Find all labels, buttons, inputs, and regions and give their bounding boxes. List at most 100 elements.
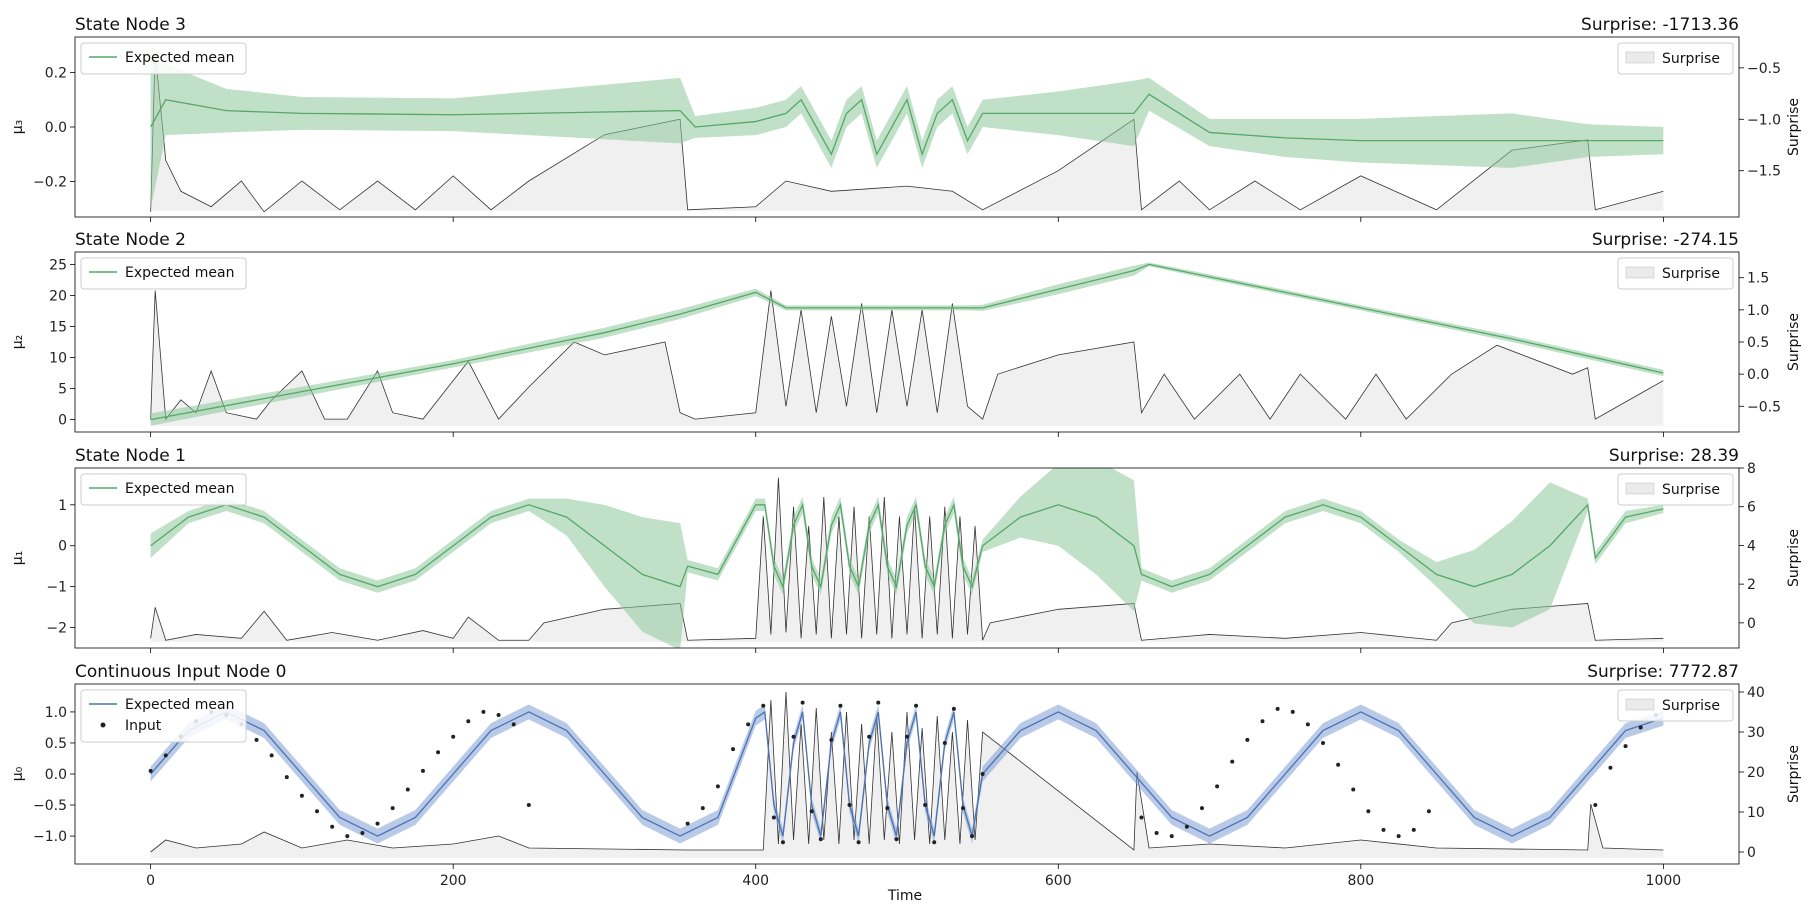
- y-right-tick-label: −0.5: [1747, 61, 1781, 77]
- input-point: [1623, 744, 1628, 749]
- y-right-tick-label: 40: [1747, 685, 1765, 701]
- y-tick-label: 10: [49, 351, 67, 367]
- axes-frame: [74, 467, 1740, 649]
- input-point: [299, 793, 304, 798]
- input-point: [847, 803, 852, 808]
- input-point: [951, 706, 956, 711]
- panel-3: 0 200 400 600 800 10001.00.50.0−0.5−1.0403020…: [10, 662, 1802, 889]
- panel-surprise-total: Surprise: -1713.36: [1581, 15, 1739, 35]
- y-right-tick-label: 8: [1747, 461, 1756, 477]
- y-axis-label: μ₃: [10, 120, 26, 135]
- x-tick-label: 400: [742, 873, 769, 889]
- y-tick-label: 25: [49, 257, 67, 273]
- input-point: [1321, 740, 1325, 745]
- input-point: [1305, 722, 1310, 727]
- input-point: [375, 821, 380, 826]
- input-point: [390, 806, 395, 811]
- input-point: [731, 747, 736, 752]
- y-tick-label: 15: [49, 319, 67, 335]
- input-point: [1396, 834, 1401, 839]
- x-tick-label: 1000: [1646, 873, 1682, 889]
- y-tick-label: 5: [58, 382, 67, 398]
- input-point: [1184, 824, 1189, 829]
- y-right-tick-label: −0.5: [1747, 399, 1781, 415]
- legend-label: Surprise: [1662, 266, 1720, 282]
- input-point: [1638, 725, 1643, 730]
- legend-box: [1617, 42, 1734, 75]
- legend-left: Expected mean: [80, 42, 247, 75]
- input-point: [1139, 815, 1144, 820]
- surprise-area: [150, 692, 1664, 858]
- legend-right: Surprise: [1617, 257, 1734, 290]
- panel-1: 25 20 15 10 5 0 1.5 1.0 0.5 0.0 −0.5 μ₂ Surprise Stat…: [10, 230, 1802, 437]
- input-point: [330, 824, 335, 829]
- legend-label: Surprise: [1662, 482, 1720, 498]
- input-point: [980, 772, 985, 776]
- legend-label: Expected mean: [125, 481, 234, 497]
- y-right-axis-label: Surprise: [1786, 98, 1802, 156]
- mean-band: [150, 468, 1664, 648]
- input-point: [942, 740, 947, 745]
- legend-box: [1617, 473, 1734, 506]
- input-point: [1199, 806, 1204, 811]
- input-point: [685, 821, 690, 826]
- y-axis-label: μ₁: [10, 551, 26, 566]
- y-right-tick-label: 2: [1747, 577, 1756, 593]
- plot-area: [150, 45, 1664, 213]
- legend-left: Expected mean: [80, 257, 247, 290]
- panel-title: Continuous Input Node 0: [75, 662, 286, 682]
- input-point: [1381, 827, 1386, 832]
- input-point: [420, 768, 425, 773]
- input-point: [496, 713, 501, 718]
- legend-label: Expected mean: [125, 50, 234, 66]
- legend-box: [1617, 257, 1734, 290]
- legend-patch-swatch: [1625, 482, 1655, 495]
- legend-label: Expected mean: [125, 697, 234, 713]
- input-point: [511, 722, 516, 727]
- y-right-axis-label: Surprise: [1786, 745, 1802, 803]
- input-point: [1426, 809, 1431, 814]
- input-point: [1169, 834, 1174, 839]
- input-point: [481, 709, 486, 714]
- legend-label: Surprise: [1662, 51, 1720, 67]
- input-point: [163, 753, 168, 758]
- input-point: [148, 768, 153, 773]
- legend-patch-swatch: [1625, 266, 1655, 279]
- surprise-area: [150, 52, 1664, 212]
- input-point: [254, 737, 259, 742]
- y-right-tick-label: 20: [1747, 765, 1765, 781]
- panel-surprise-total: Surprise: 28.39: [1609, 446, 1739, 466]
- legend-label: Input: [125, 718, 162, 734]
- mean-line: [150, 263, 1664, 421]
- input-point: [960, 806, 965, 811]
- y-tick-label: −1.0: [33, 829, 67, 845]
- input-point: [315, 809, 320, 814]
- panel-0: 0.2 0.0 −0.2 −0.5 −1.0 −1.5 μ₃ Surprise State No…: [10, 15, 1802, 222]
- input-point: [1366, 809, 1371, 814]
- input-point: [526, 803, 531, 808]
- input-point: [867, 734, 872, 739]
- input-point: [970, 834, 975, 839]
- y-tick-label: −0.5: [33, 798, 67, 814]
- legend-patch-swatch: [1625, 698, 1655, 711]
- plot-area: [148, 691, 1664, 858]
- legend-box: [80, 689, 247, 743]
- input-point: [1275, 706, 1280, 711]
- input-point: [269, 753, 274, 758]
- y-right-tick-label: 0: [1747, 616, 1756, 632]
- y-right-axis-label: Surprise: [1786, 313, 1802, 371]
- input-point: [746, 722, 751, 727]
- input-point: [1245, 737, 1250, 742]
- y-tick-label: 0.0: [45, 767, 67, 783]
- input-point: [780, 840, 785, 845]
- y-tick-label: 0.0: [45, 120, 67, 136]
- legend-left: Expected mean: [80, 473, 247, 506]
- surprise-line: [150, 691, 1664, 853]
- panels: 0.2 0.0 −0.2 −0.5 −1.0 −1.5 μ₃ Surprise State No…: [10, 15, 1802, 889]
- legend-right: Surprise: [1617, 42, 1734, 75]
- input-point: [715, 784, 720, 789]
- legend-patch-swatch: [1625, 51, 1655, 64]
- y-axis-label: μ₀: [10, 766, 26, 781]
- x-axis-label: Time: [887, 888, 922, 904]
- input-point: [284, 775, 289, 780]
